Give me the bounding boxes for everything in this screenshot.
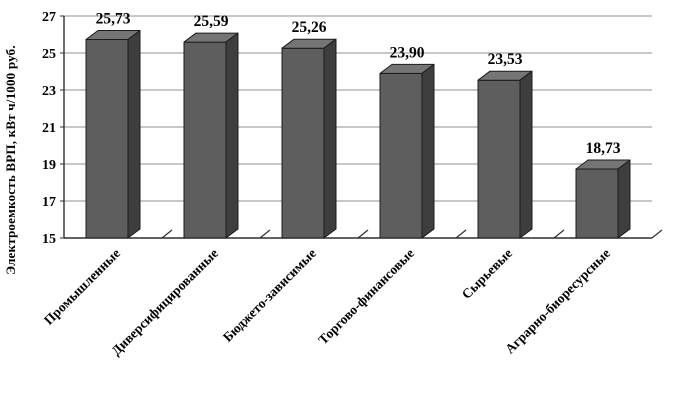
bar-front-face — [379, 72, 423, 239]
y-tick-label: 27 — [42, 10, 56, 25]
y-tick-label: 23 — [42, 84, 56, 99]
bar-side-face — [127, 29, 141, 239]
bar-3 — [379, 63, 435, 239]
bar-1 — [183, 32, 239, 239]
category-label: Сырьевые — [459, 246, 515, 302]
category-separator — [161, 229, 173, 239]
bar-front-face — [575, 168, 619, 239]
bar-2 — [281, 38, 337, 239]
bar-side-face — [519, 70, 533, 239]
bar-value-label: 25,26 — [292, 19, 327, 36]
category-separator — [651, 229, 663, 239]
y-axis-title: Электроемкость ВРП, кВт ч/1000 руб. — [3, 45, 18, 275]
y-tick-label: 21 — [42, 121, 56, 136]
category-label: Диверсифицированные — [108, 246, 221, 359]
bar-value-label: 25,73 — [96, 10, 131, 27]
category-separator — [357, 229, 369, 239]
category-separator — [455, 229, 467, 239]
bar-front-face — [85, 38, 129, 239]
category-label: Торгово-финансовые — [315, 246, 417, 348]
category-label: Промышленные — [41, 246, 123, 328]
y-tick-label: 17 — [42, 195, 56, 210]
y-tick-label: 15 — [42, 232, 56, 247]
bar-front-face — [477, 79, 521, 239]
bar-0 — [85, 29, 141, 239]
bar-value-label: 18,73 — [586, 140, 621, 157]
y-tick-label: 19 — [42, 158, 56, 173]
category-separator — [553, 229, 565, 239]
bar-front-face — [281, 47, 325, 239]
bar-side-face — [323, 38, 337, 239]
bar-value-label: 23,90 — [390, 44, 425, 61]
bar-value-label: 25,59 — [194, 13, 229, 30]
bar-4 — [477, 70, 533, 239]
category-separator — [259, 229, 271, 239]
category-label: Аграрно-биоресурсные — [502, 246, 613, 357]
bar-side-face — [617, 159, 631, 239]
bar-side-face — [225, 32, 239, 239]
bar-front-face — [183, 41, 227, 239]
y-tick-label: 25 — [42, 47, 56, 62]
bar-side-face — [421, 63, 435, 239]
bar-5 — [575, 159, 631, 239]
category-label: Бюджето-зависимые — [220, 246, 319, 345]
bar-value-label: 23,53 — [488, 51, 523, 68]
